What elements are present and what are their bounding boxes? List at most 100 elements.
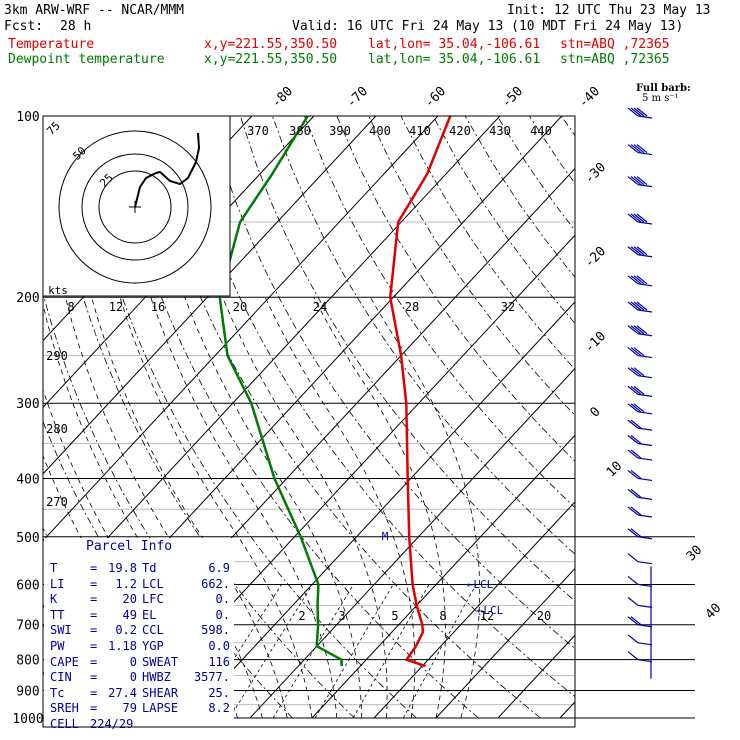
isotherm-label: -10 — [582, 329, 609, 356]
wind-barb — [627, 616, 653, 628]
legend-temperature: Temperature — [8, 37, 95, 52]
isotherm-label: -80 — [269, 84, 296, 111]
parcel-value: 1.18 — [108, 639, 137, 653]
wind-barb-flag — [627, 616, 639, 626]
wind-barb-flag — [633, 403, 645, 413]
legend-temperature-stn: stn=ABQ ,72365 — [560, 37, 670, 52]
dewpoint-curve — [218, 116, 343, 667]
wind-barb-flag — [630, 435, 642, 444]
wind-barb-flag — [627, 275, 639, 285]
parcel-key: CELL — [50, 717, 79, 731]
parcel-value: 19.8 — [108, 561, 137, 575]
wind-barb — [627, 634, 653, 646]
parcel-value: 116 — [208, 654, 230, 669]
wind-barb — [627, 325, 653, 337]
wind-barb-staff — [637, 427, 653, 431]
wind-barb-staff — [637, 514, 653, 518]
parcel-value: 27.4 — [108, 685, 137, 700]
dry-adiabat — [658, 116, 740, 718]
wind-barb-flag — [630, 367, 642, 377]
wind-barb-flag — [633, 347, 645, 357]
parcel-key: T — [50, 561, 58, 575]
moist-adiabat — [119, 297, 313, 719]
wind-barb-flag — [627, 419, 639, 429]
wind-barb-flag — [630, 488, 642, 498]
theta-e-label: 430 — [489, 124, 511, 138]
theta-e-label: 400 — [369, 124, 391, 138]
parcel-value: 0 — [129, 670, 137, 685]
wind-barb-flag — [627, 403, 639, 413]
mixing-ratio-label: 12 — [480, 609, 494, 623]
isotherm-label: 30 — [684, 543, 706, 565]
wind-barb-staff — [637, 477, 653, 482]
wind-barb-flag — [630, 325, 642, 335]
mixing-ratio-line — [229, 584, 313, 719]
fcst-value: 28 h — [60, 19, 92, 34]
parcel-key: LAPSE — [142, 701, 179, 716]
mixing-ratio-label: 8 — [439, 609, 446, 623]
wind-barb-staff — [637, 333, 653, 337]
wind-barb-staff — [637, 115, 653, 119]
isotherm-label: -30 — [582, 160, 609, 187]
parcel-info-title: Parcel Info — [86, 539, 173, 554]
wind-barb-flag — [636, 325, 648, 335]
parcel-equals: = — [90, 654, 98, 669]
theta-e-label: 420 — [449, 124, 471, 138]
wind-barb-flag — [627, 488, 639, 498]
pressure-tick-label: 100 — [16, 110, 39, 125]
mixing-ratio-label: 5 — [391, 609, 398, 623]
isotherm-line — [559, 701, 575, 719]
dry-adiabat — [528, 116, 575, 185]
parcel-value: 0.0 — [208, 639, 230, 653]
wind-barb-flag — [630, 275, 642, 285]
parcel-equals: = — [90, 576, 98, 591]
wind-barb-flag — [627, 596, 639, 606]
legend-dewpoint-latlon: lat,lon= 35.04,-106.61 — [368, 52, 541, 67]
wind-barb — [627, 419, 653, 431]
isotherm-line — [43, 116, 439, 542]
parcel-value: 0. — [215, 607, 230, 622]
parcel-value: 662. — [201, 576, 230, 591]
parcel-equals: = — [90, 592, 98, 607]
wind-barb-staff — [637, 411, 653, 415]
parcel-value: 6.9 — [208, 561, 230, 575]
wind-barb-staff — [637, 393, 653, 397]
parcel-key: TT — [50, 607, 65, 622]
moist-adiabat — [313, 297, 446, 719]
wind-barb-flag — [627, 301, 639, 311]
dry-adiabat — [272, 116, 575, 555]
parcel-value: 49 — [122, 607, 137, 622]
pressure-tick-label: 1000 — [12, 712, 43, 727]
isotherm-label: -70 — [344, 84, 371, 111]
parcel-equals: = — [90, 701, 98, 716]
theta-label: 290 — [46, 349, 68, 363]
isotherm-line — [435, 567, 575, 719]
dry-adiabat — [464, 116, 575, 278]
wind-barb-flag — [630, 213, 642, 223]
moist-adiabat — [369, 296, 481, 719]
pressure-tick-label: 600 — [16, 578, 39, 593]
parcel-key: CIN — [50, 670, 72, 685]
moist-adiabat — [264, 297, 416, 719]
mixing-ratio-label: 3 — [338, 609, 345, 623]
dry-adiabat — [432, 116, 575, 324]
parcel-equals: = — [90, 639, 98, 653]
wind-barb-staff — [637, 604, 653, 608]
wind-barb — [627, 275, 653, 287]
wind-barb-flag — [630, 144, 642, 154]
dry-adiabat — [79, 116, 417, 719]
theta-e-label: 410 — [409, 124, 431, 138]
wind-barb-flag — [633, 107, 645, 117]
wind-barb-staff — [637, 283, 653, 287]
parcel-key: CAPE — [50, 654, 79, 669]
wind-barb-flag — [627, 469, 639, 479]
theta-e-label: 390 — [329, 124, 351, 138]
parcel-value: 8.2 — [208, 701, 230, 716]
wind-barb-staff — [637, 254, 653, 258]
wind-barb-staff — [637, 457, 653, 461]
dry-adiabat — [594, 116, 740, 718]
pressure-tick-label: 400 — [16, 472, 39, 487]
parcel-key: SHEAR — [142, 685, 179, 700]
dry-adiabat — [496, 116, 575, 232]
wind-barb — [627, 575, 653, 588]
